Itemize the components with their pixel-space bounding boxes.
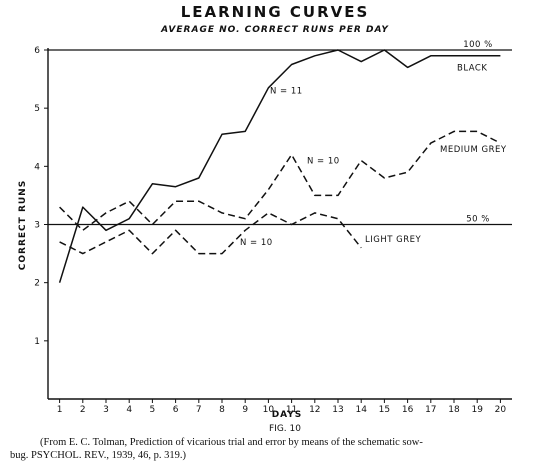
x-tick-label: 10: [263, 405, 275, 415]
annotation-n-label: N = 10: [240, 238, 273, 248]
y-tick-label: 4: [34, 162, 40, 172]
x-tick-label: 1: [57, 405, 63, 415]
annotation-n-label: N = 11: [270, 87, 303, 97]
annotation-n-label: N = 10: [307, 156, 340, 166]
figure-label: FIG. 10: [269, 424, 301, 434]
x-tick-label: 2: [80, 405, 86, 415]
x-tick-label: 3: [103, 405, 109, 415]
x-tick-label: 4: [126, 405, 132, 415]
reference-label-50: 50 %: [466, 215, 490, 225]
x-tick-label: 5: [150, 405, 156, 415]
x-tick-label: 18: [448, 405, 460, 415]
x-axis-title: DAYS: [272, 410, 303, 420]
x-tick-label: 17: [425, 405, 436, 415]
y-tick-label: 6: [34, 46, 40, 56]
y-tick-label: 1: [34, 337, 40, 347]
reference-label-100: 100 %: [463, 40, 493, 50]
x-tick-label: 9: [242, 405, 248, 415]
chart-subtitle: AVERAGE NO. CORRECT RUNS PER DAY: [160, 25, 389, 35]
x-tick-label: 19: [471, 405, 483, 415]
caption-line-2: bug. PSYCHOL. REV., 1939, 46, p. 319.): [10, 450, 186, 461]
caption-line-1: (From E. C. Tolman, Prediction of vicari…: [40, 437, 423, 448]
x-tick-label: 16: [402, 405, 414, 415]
x-tick-label: 20: [495, 405, 507, 415]
y-tick-label: 2: [34, 279, 40, 289]
x-tick-label: 14: [355, 405, 367, 415]
x-tick-label: 12: [309, 405, 320, 415]
x-tick-label: 11: [286, 405, 297, 415]
x-tick-label: 8: [219, 405, 225, 415]
x-tick-label: 6: [173, 405, 179, 415]
series-label-light-grey: LIGHT GREY: [365, 235, 421, 245]
series-label-black: BLACK: [457, 63, 487, 73]
x-tick-label: 13: [332, 405, 343, 415]
chart-title: LEARNING CURVES: [181, 3, 370, 21]
series-line-black: [58, 49, 501, 283]
series-line-light-grey: [59, 212, 362, 255]
series-line-medium-grey: [59, 130, 501, 232]
y-tick-label: 5: [34, 104, 40, 114]
y-tick-label: 3: [34, 221, 40, 231]
series-label-medium-grey: MEDIUM GREY: [440, 145, 507, 155]
x-tick-label: 7: [196, 405, 202, 415]
plot-area: 1 2 3 4 5 6 7 8 9 10 11 12 13 14 15 16 17 18 19 20123456100…: [34, 40, 512, 415]
figure-caption: (From E. C. Tolman, Prediction of vicari…: [10, 436, 535, 462]
y-axis-title: CORRECT RUNS: [18, 180, 28, 270]
x-tick-label: 15: [379, 405, 390, 415]
